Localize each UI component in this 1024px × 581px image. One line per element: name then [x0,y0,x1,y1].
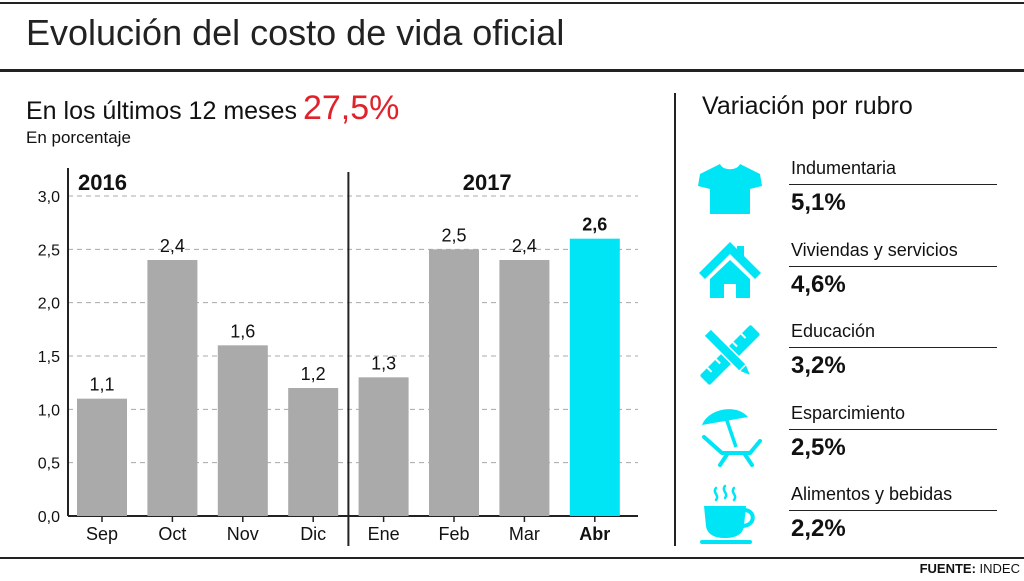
footer-divider [0,557,1024,559]
rubro-viviendas: Viviendas y servicios 4,6% [696,240,1006,310]
panel-divider [674,93,676,546]
bar-nov [217,345,268,516]
rubro-value: 4,6% [791,271,846,298]
rubro-educacion: Educación 3,2% [696,321,1006,391]
x-tick-label: Sep [86,524,118,544]
y-tick-label: 1,0 [38,402,60,419]
rubro-esparcimiento: Esparcimiento 2,5% [696,403,1006,473]
bar-oct [147,260,198,516]
bar-chart: 0,0 0,5 1,0 1,5 2,0 2,5 3,0 1,1 Sep 2,4 Oct 1,6 Nov… [38,168,638,546]
label-layer: 1,1 Sep 2,4 Oct 1,6 Nov 1,2 Dic 1,3 Ene 2,5 Feb 2,4 M… [78,170,610,544]
rubro-value: 2,2% [791,515,846,542]
chart-subtitle-text: En los últimos 12 meses [26,97,297,125]
top-border [0,2,1024,4]
bar-dic [288,388,339,516]
unit-label: En porcentaje [26,128,131,147]
rubro-value: 2,5% [791,434,846,461]
rubros-title: Variación por rubro [702,92,913,120]
source-label: FUENTE: [919,561,976,576]
x-tick-label: Ene [368,524,400,544]
house-icon [699,242,761,298]
bar-layer [77,238,620,517]
data-label: 2,4 [160,236,185,256]
y-tick-label: 3,0 [38,189,60,206]
rubro-rule [789,429,997,430]
rubro-alimentos: Alimentos y bebidas 2,2% [696,484,1006,554]
data-label: 2,4 [512,236,537,256]
beach-umbrella-chair-icon [702,409,762,467]
chart-subtitle: En los últimos 12 meses 27,5% [26,89,399,128]
rubro-name: Alimentos y bebidas [791,484,953,504]
bar-ene [358,377,409,516]
y-tick-label: 1,5 [38,349,60,366]
page-title: Evolución del costo de vida oficial [26,12,565,53]
rubro-value: 5,1% [791,189,846,216]
rubro-name: Viviendas y servicios [791,240,958,260]
data-label: 2,5 [441,225,466,245]
tshirt-icon [698,164,762,214]
y-tick-label: 0,5 [38,456,60,473]
rubro-rule [789,510,997,511]
group-label-2016: 2016 [78,170,127,195]
x-tick-label: Abr [579,524,610,544]
x-tick-label: Nov [227,524,259,544]
rubro-name: Esparcimiento [791,403,906,423]
data-label: 2,6 [582,215,607,235]
data-label: 1,1 [89,375,114,395]
x-tick-label: Feb [438,524,469,544]
title-divider [0,69,1024,72]
data-label: 1,6 [230,321,255,341]
rubro-value: 3,2% [791,352,846,379]
source-value: INDEC [979,561,1020,576]
data-label: 1,2 [301,364,326,384]
bar-abr [569,238,620,516]
x-tick-label: Dic [300,524,326,544]
bar-mar [499,260,550,516]
rubro-rule [789,266,997,267]
y-tick-label: 2,0 [38,296,60,313]
rubro-name: Educación [791,321,876,341]
data-label: 1,3 [371,353,396,373]
coffee-cup-icon [700,484,755,544]
x-tick-label: Oct [158,524,186,544]
rubro-indumentaria: Indumentaria 5,1% [696,158,1006,228]
ruler-pencil-icon [700,325,760,385]
bar-sep [77,398,127,516]
rubro-rule [789,347,997,348]
group-label-2017: 2017 [463,170,512,195]
y-tick-label: 0,0 [38,509,60,526]
x-tick-label: Mar [509,524,540,544]
annual-inflation-value: 27,5% [302,89,400,127]
rubro-rule [789,184,997,185]
y-tick-label: 2,5 [38,242,60,259]
rubro-name: Indumentaria [791,158,897,178]
source-credit: FUENTE: INDEC [920,561,1020,576]
bar-feb [429,249,479,517]
